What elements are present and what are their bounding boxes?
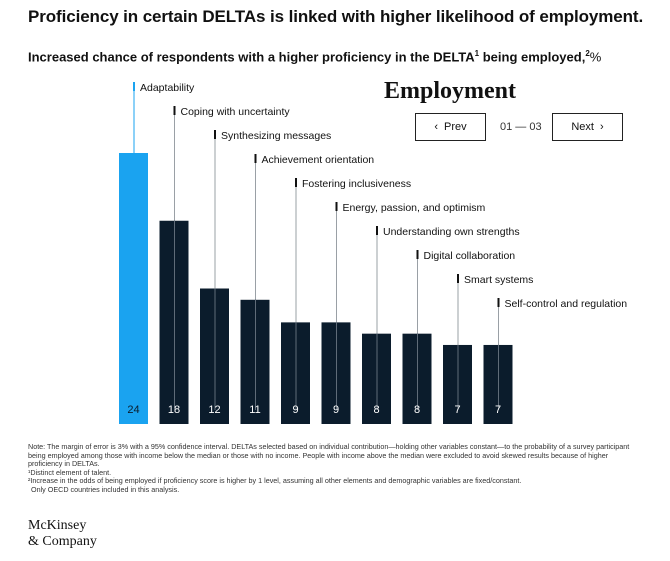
subtitle-text: Increased chance of respondents with a h… xyxy=(28,49,475,65)
prev-button[interactable]: ‹ Prev xyxy=(415,113,486,141)
logo-line-2: & Company xyxy=(28,534,97,549)
value-label-understanding-own-strengths: 8 xyxy=(373,404,379,416)
footnotes: Note: The margin of error is 3% with a 9… xyxy=(28,442,640,495)
page-indicator: 01 — 03 xyxy=(500,121,542,133)
label-tick-digital-collaboration xyxy=(416,250,419,259)
label-tick-coping-with-uncertainty xyxy=(173,106,176,115)
value-label-digital-collaboration: 8 xyxy=(414,404,420,416)
value-label-fostering-inclusiveness: 9 xyxy=(292,404,298,416)
chart-subtitle: Increased chance of respondents with a h… xyxy=(28,49,601,64)
category-label-self-control-and-regulation: Self-control and regulation xyxy=(505,298,628,310)
label-tick-energy-passion-and-optimism xyxy=(335,202,338,211)
category-label-fostering-inclusiveness: Fostering inclusiveness xyxy=(302,178,411,190)
note-text: Note: The margin of error is 3% with a 9… xyxy=(28,442,630,469)
category-label-coping-with-uncertainty: Coping with uncertainty xyxy=(181,106,291,118)
label-tick-synthesizing-messages xyxy=(214,130,216,139)
subtitle-unit: % xyxy=(589,49,602,65)
chevron-left-icon: ‹ xyxy=(434,121,439,133)
logo-line-1: McKinsey xyxy=(28,518,87,533)
mckinsey-logo: McKinsey & Company xyxy=(28,518,97,550)
label-tick-fostering-inclusiveness xyxy=(295,178,297,187)
subtitle-text-2: being employed, xyxy=(479,49,586,65)
category-label-energy-passion-and-optimism: Energy, passion, and optimism xyxy=(343,202,486,214)
value-label-synthesizing-messages: 12 xyxy=(208,404,220,416)
chart-title: Proficiency in certain DELTAs is linked … xyxy=(28,7,644,26)
value-label-coping-with-uncertainty: 18 xyxy=(168,404,180,416)
bar-chart: Adaptability 24 Coping with uncertainty 18 S… xyxy=(119,82,628,424)
value-label-self-control-and-regulation: 7 xyxy=(495,404,501,416)
panel-title: Employment xyxy=(384,78,516,104)
footnote-1: ¹Distinct element of talent. xyxy=(28,467,112,477)
footnote-3: Only OECD countries included in this ana… xyxy=(31,484,180,494)
next-label: Next xyxy=(571,121,594,133)
chevron-right-icon: › xyxy=(599,121,604,133)
value-label-energy-passion-and-optimism: 9 xyxy=(333,404,339,416)
label-tick-achievement-orientation xyxy=(254,154,257,163)
value-label-adaptability: 24 xyxy=(127,404,139,416)
footnote-ref-1: 1 xyxy=(474,49,480,58)
category-label-digital-collaboration: Digital collaboration xyxy=(424,250,516,262)
footnote-2: ²Increase in the odds of being employed … xyxy=(28,476,522,486)
label-tick-smart-systems xyxy=(457,274,459,283)
value-label-smart-systems: 7 xyxy=(454,404,460,416)
category-label-smart-systems: Smart systems xyxy=(464,274,533,286)
category-label-adaptability: Adaptability xyxy=(140,82,195,94)
category-label-achievement-orientation: Achievement orientation xyxy=(262,154,375,166)
label-tick-self-control-and-regulation xyxy=(497,298,500,307)
next-button[interactable]: Next › xyxy=(552,113,623,141)
label-tick-understanding-own-strengths xyxy=(376,226,378,235)
prev-label: Prev xyxy=(444,121,467,133)
footnote-ref-2: 2 xyxy=(585,49,590,58)
label-tick-adaptability xyxy=(133,82,135,91)
category-label-understanding-own-strengths: Understanding own strengths xyxy=(383,226,520,238)
value-label-achievement-orientation: 11 xyxy=(249,404,260,416)
category-label-synthesizing-messages: Synthesizing messages xyxy=(221,130,331,142)
